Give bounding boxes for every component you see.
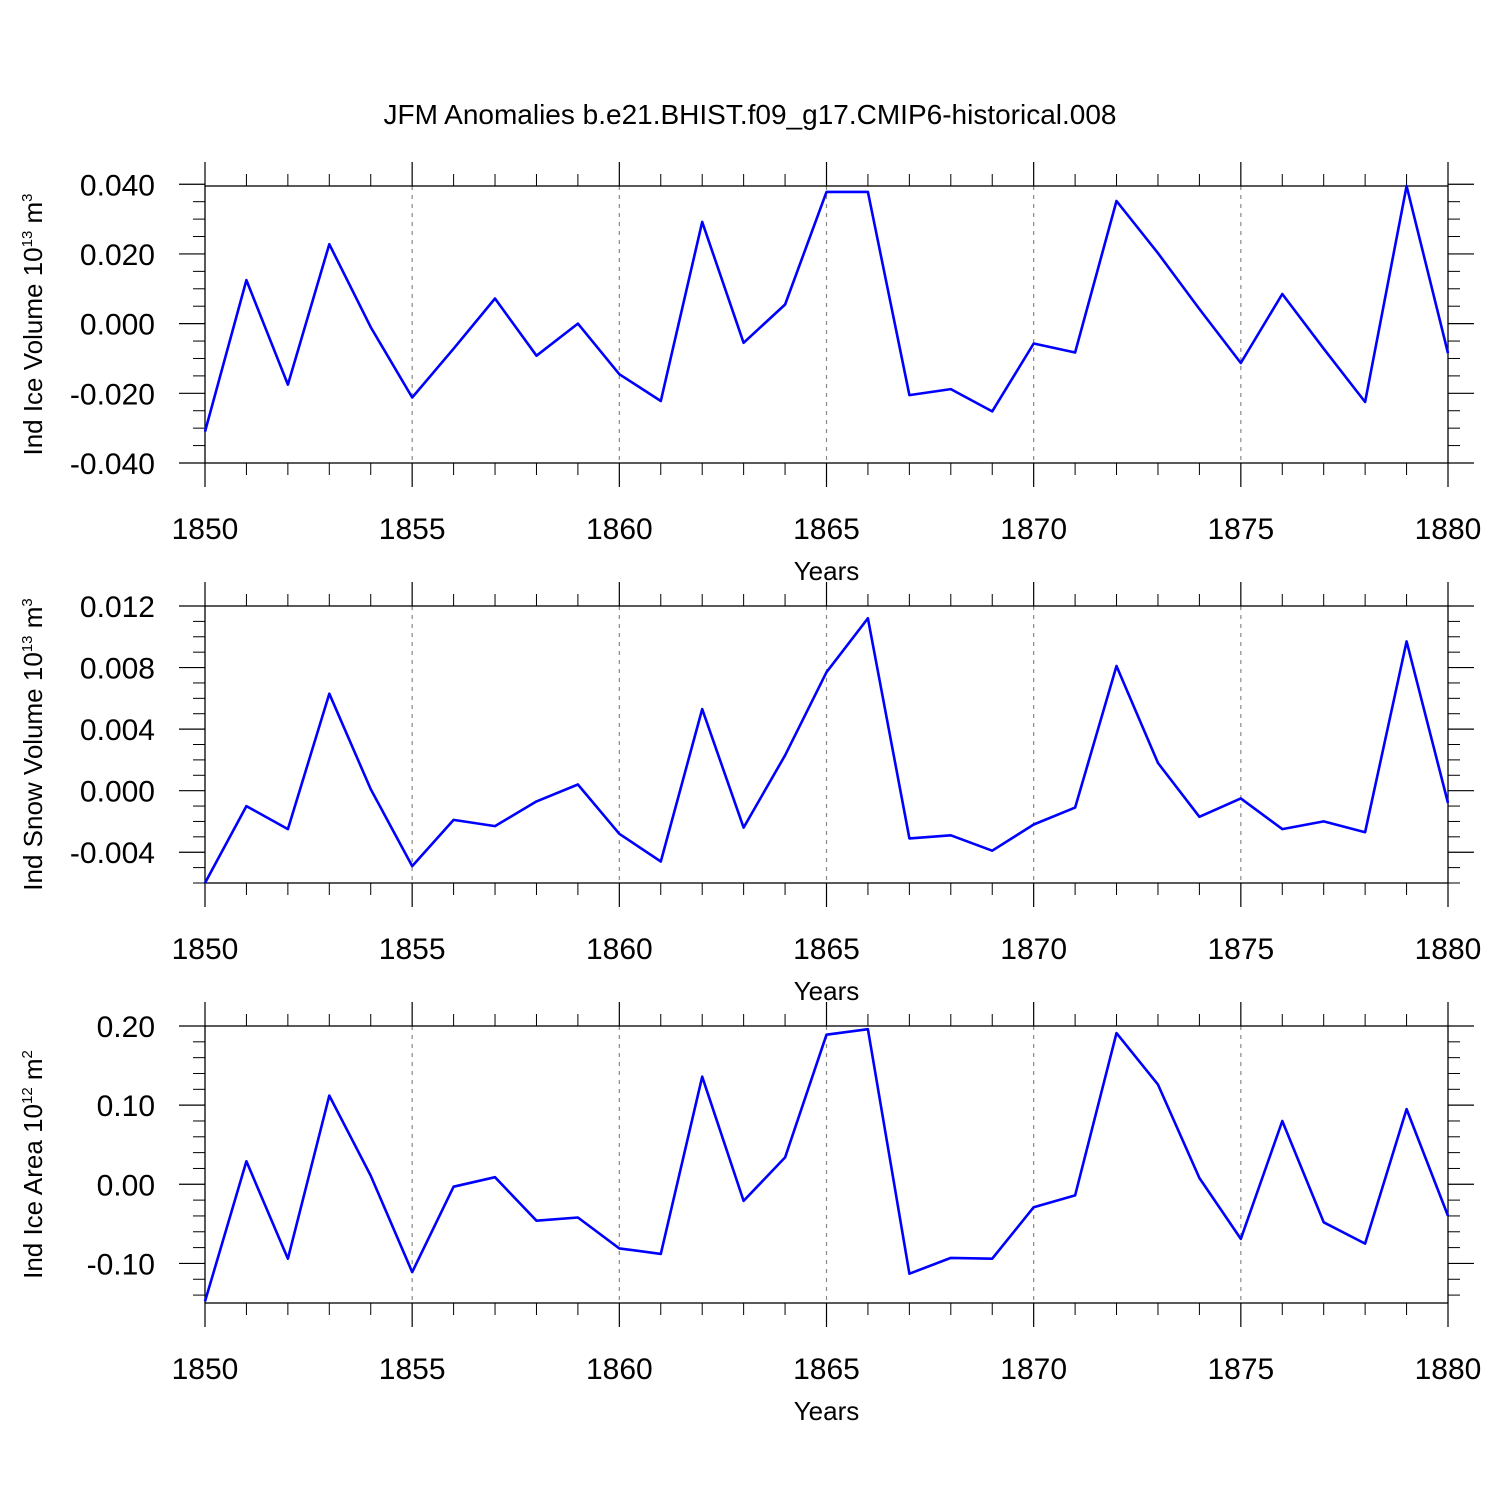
series-line <box>203 184 1450 432</box>
x-tick-label: 1870 <box>1000 1353 1067 1386</box>
y-axis-title-superscript: 12 <box>19 1087 36 1104</box>
y-axis-title-part: m <box>18 1058 48 1087</box>
x-axis-title: Years <box>794 976 860 1006</box>
y-axis-title-superscript: 3 <box>19 193 36 201</box>
y-axis-title-part: Ind Snow Volume 10 <box>18 652 48 891</box>
y-tick-label: -0.004 <box>70 837 155 870</box>
y-tick-label: 0.020 <box>80 239 155 272</box>
x-tick-label: 1875 <box>1207 1353 1274 1386</box>
y-axis-title-part: Ind Ice Volume 10 <box>18 247 48 455</box>
x-tick-label: 1870 <box>1000 513 1067 546</box>
y-axis-title: Ind Ice Volume 1013 m3 <box>18 193 48 455</box>
y-axis-title-part: m <box>18 607 48 636</box>
x-tick-label: 1865 <box>793 513 860 546</box>
y-tick-label: 0.20 <box>97 1011 155 1044</box>
x-tick-label: 1875 <box>1207 513 1274 546</box>
x-tick-label: 1855 <box>379 513 446 546</box>
panels: 1850 1855 1860 1865 1870 1875 1880 -0.040 -0.020… <box>18 162 1481 1426</box>
plot-frame <box>204 185 1449 464</box>
plot-frame <box>204 605 1449 884</box>
y-axis-title: Ind Snow Volume 1013 m3 <box>18 598 48 890</box>
y-tick-label: 0.000 <box>80 776 155 809</box>
panel-1: 1850 1855 1860 1865 1870 1875 1880 -0.040 -0.020… <box>18 162 1481 586</box>
y-tick-label: -0.040 <box>70 448 155 481</box>
x-tick-label: 1860 <box>586 513 653 546</box>
plot-frame <box>204 1025 1449 1304</box>
y-tick-label: 0.012 <box>80 591 155 624</box>
y-tick-label: 0.040 <box>80 169 155 202</box>
x-tick-label: 1850 <box>172 513 239 546</box>
x-tick-label: 1870 <box>1000 933 1067 966</box>
x-tick-label: 1880 <box>1415 933 1482 966</box>
y-axis-title-superscript: 13 <box>19 231 36 248</box>
x-tick-label: 1855 <box>379 1353 446 1386</box>
x-tick-label: 1855 <box>379 933 446 966</box>
x-tick-label: 1865 <box>793 933 860 966</box>
x-axis-title: Years <box>794 1396 860 1426</box>
y-tick-label: -0.020 <box>70 378 155 411</box>
y-tick-label: 0.004 <box>80 714 155 747</box>
y-axis-title-superscript: 3 <box>19 598 36 606</box>
y-tick-label: -0.10 <box>87 1248 155 1281</box>
y-tick-label: 0.008 <box>80 653 155 686</box>
panel-2: 1850 1855 1860 1865 1870 1875 1880 -0.004 0.000 0… <box>18 582 1481 1006</box>
x-tick-label: 1860 <box>586 1353 653 1386</box>
y-tick-label: 0.00 <box>97 1169 155 1202</box>
x-tick-label: 1880 <box>1415 1353 1482 1386</box>
y-tick-label: 0.000 <box>80 309 155 342</box>
panel-3: 1850 1855 1860 1865 1870 1875 1880 -0.10 0.00 0.1… <box>18 1002 1481 1426</box>
x-tick-label: 1880 <box>1415 513 1482 546</box>
x-tick-label: 1850 <box>172 933 239 966</box>
x-tick-label: 1875 <box>1207 933 1274 966</box>
y-axis-title-part: Ind Ice Area 10 <box>18 1104 48 1279</box>
y-axis-title-superscript: 2 <box>19 1050 36 1058</box>
series-line <box>203 616 1450 884</box>
y-axis-title-superscript: 13 <box>19 636 36 653</box>
x-tick-label: 1865 <box>793 1353 860 1386</box>
x-tick-label: 1850 <box>172 1353 239 1386</box>
x-tick-label: 1860 <box>586 933 653 966</box>
figure-title: JFM Anomalies b.e21.BHIST.f09_g17.CMIP6-… <box>383 99 1116 130</box>
x-axis-title: Years <box>794 556 860 586</box>
y-axis-title: Ind Ice Area 1012 m2 <box>18 1050 48 1279</box>
y-tick-label: 0.10 <box>97 1090 155 1123</box>
y-axis-title-part: m <box>18 202 48 231</box>
